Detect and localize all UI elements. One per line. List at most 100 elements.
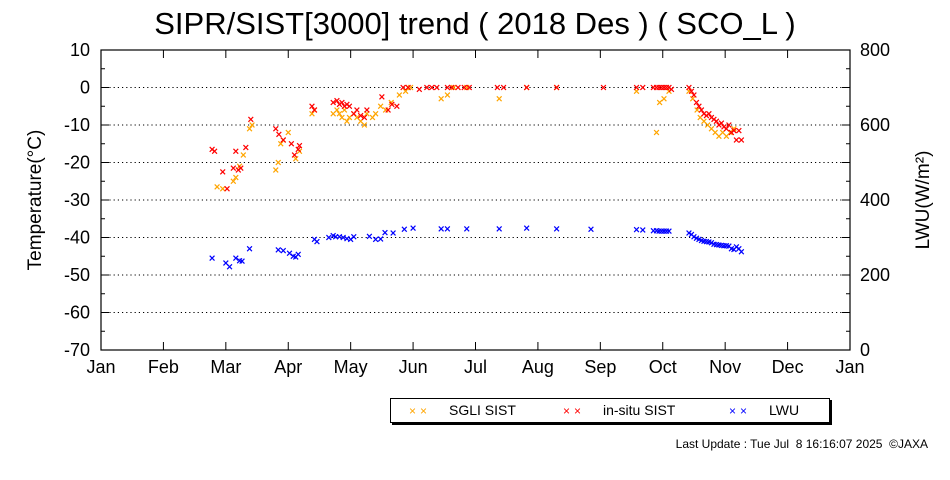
point-in-situ-sist <box>494 84 501 91</box>
point-sgli-sist <box>377 103 384 110</box>
point-sgli-sist <box>275 159 282 166</box>
point-lwu <box>280 247 287 254</box>
point-in-situ-sist <box>405 84 411 91</box>
point-in-situ-sist <box>693 99 700 106</box>
point-lwu <box>410 225 416 231</box>
point-in-situ-sist <box>311 107 318 113</box>
point-in-situ-sist <box>280 137 287 143</box>
right-y-tick-label: 200 <box>860 265 890 285</box>
point-in-situ-sist <box>354 107 360 113</box>
point-in-situ-sist <box>500 84 507 91</box>
point-in-situ-sist <box>733 137 740 143</box>
point-in-situ-sist <box>731 127 737 134</box>
left-y-tick-label: -50 <box>64 265 90 285</box>
point-sgli-sist <box>232 174 239 181</box>
point-lwu <box>382 229 388 236</box>
right-y-tick-label: 600 <box>860 115 890 135</box>
left-y-tick-label: 10 <box>70 40 90 60</box>
point-lwu <box>246 245 253 252</box>
point-in-situ-sist <box>448 84 455 91</box>
point-in-situ-sist <box>639 84 646 91</box>
axis-labels: 100-10-20-30-40-50-60-708006004002000Jan… <box>25 40 934 377</box>
point-lwu <box>588 226 594 233</box>
legend-label-sgli: SGLI SIST <box>449 402 516 418</box>
point-in-situ-sist <box>718 120 725 126</box>
point-in-situ-sist <box>309 103 315 110</box>
right-y-tick-label: 400 <box>860 190 890 210</box>
point-in-situ-sist <box>385 107 391 113</box>
point-in-situ-sist <box>361 114 368 121</box>
point-sgli-sist <box>438 95 444 102</box>
point-in-situ-sist <box>416 86 423 93</box>
point-lwu <box>666 228 672 234</box>
point-sgli-sist <box>661 95 667 102</box>
x-tick-label: Mar <box>210 357 241 377</box>
point-sgli-sist <box>214 184 220 190</box>
point-sgli-sist <box>285 129 292 136</box>
point-sgli-sist <box>346 114 353 121</box>
x-tick-label: May <box>334 357 368 377</box>
point-lwu <box>209 255 215 261</box>
point-in-situ-sist <box>553 84 560 91</box>
point-in-situ-sist <box>291 152 298 158</box>
point-lwu <box>366 233 373 240</box>
point-lwu <box>633 226 640 233</box>
last-update-footer: Last Update : Tue Jul 8 16:16:07 2025 ©J… <box>675 437 928 451</box>
plot-frame <box>100 49 851 351</box>
x-tick-label: Feb <box>148 357 179 377</box>
point-sgli-sist <box>336 110 343 117</box>
point-sgli-sist <box>219 185 226 192</box>
point-sgli-sist <box>339 114 345 121</box>
point-lwu <box>340 234 347 241</box>
right-y-tick-label: 800 <box>860 40 890 60</box>
point-sgli-sist <box>450 84 457 91</box>
point-in-situ-sist <box>400 84 406 91</box>
y-axis-label: Temperature(°C) <box>25 130 46 271</box>
point-in-situ-sist <box>296 142 303 149</box>
grid-lines <box>101 87 850 313</box>
point-sgli-sist <box>246 125 253 132</box>
x-tick-label: Jul <box>464 357 487 377</box>
point-in-situ-sist <box>232 148 239 155</box>
point-sgli-sist <box>309 110 315 117</box>
point-in-situ-sist <box>272 125 279 132</box>
x-tick-label: Jan <box>86 357 115 377</box>
left-y-tick-label: -40 <box>64 228 90 248</box>
point-in-situ-sist <box>633 84 640 91</box>
point-sgli-sist <box>653 129 660 136</box>
point-sgli-sist <box>396 92 403 98</box>
x-tick-label: Nov <box>709 357 741 377</box>
point-sgli-sist <box>361 122 368 128</box>
legend-marker-sgli: ×× <box>409 404 432 418</box>
point-sgli-sist <box>272 167 279 173</box>
point-lwu <box>496 226 503 232</box>
right-y-tick-label: 0 <box>860 340 870 360</box>
point-in-situ-sist <box>455 84 461 91</box>
point-in-situ-sist <box>461 84 468 91</box>
legend-label-insitu: in-situ SIST <box>603 402 676 418</box>
point-in-situ-sist <box>288 140 295 147</box>
legend-item-insitu: ×× in-situ SIST <box>563 402 675 418</box>
x-tick-label: Apr <box>274 357 302 377</box>
point-lwu <box>377 236 384 242</box>
left-y-tick-label: -10 <box>64 115 90 135</box>
point-lwu <box>350 233 357 240</box>
point-lwu <box>325 234 332 241</box>
point-sgli-sist <box>344 118 350 125</box>
point-lwu <box>553 226 560 232</box>
point-lwu <box>738 248 745 255</box>
data-points <box>209 84 745 270</box>
left-y-tick-label: -20 <box>64 153 90 173</box>
chart-title: SIPR/SIST[3000] trend ( 2018 Des ) ( SCO… <box>154 6 796 41</box>
x-tick-label: Sep <box>584 357 616 377</box>
point-lwu <box>438 226 444 232</box>
point-sgli-sist <box>656 99 663 106</box>
left-y-tick-label: -30 <box>64 190 90 210</box>
point-in-situ-sist <box>691 92 697 98</box>
point-lwu <box>444 226 451 232</box>
point-lwu <box>232 255 239 261</box>
x-tick-label: Aug <box>522 357 554 377</box>
point-in-situ-sist <box>230 165 237 171</box>
point-in-situ-sist <box>276 131 282 138</box>
point-in-situ-sist <box>466 84 473 91</box>
